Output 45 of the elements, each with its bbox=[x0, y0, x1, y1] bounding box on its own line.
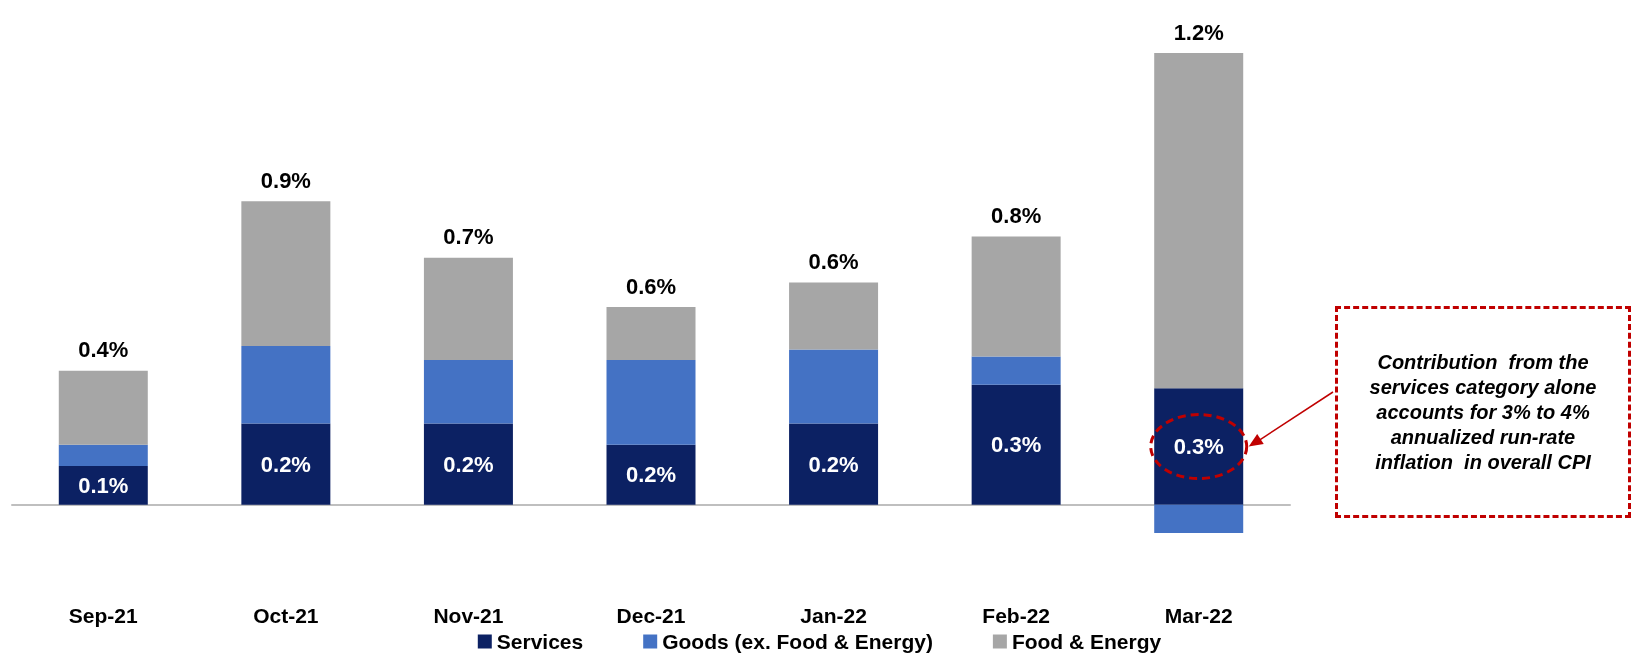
bar bbox=[1154, 388, 1244, 505]
data-label: 0.2% bbox=[443, 451, 494, 477]
data-label: 0.2% bbox=[808, 451, 859, 477]
bar bbox=[423, 423, 513, 505]
data-label: 0.2% bbox=[260, 451, 311, 477]
total-label: 0.6% bbox=[625, 273, 677, 299]
x-tick-label: Oct-21 bbox=[253, 604, 319, 627]
data-label: 0.3% bbox=[991, 432, 1042, 458]
legend-label: Services bbox=[496, 630, 584, 653]
bar bbox=[423, 360, 513, 424]
total-label: 0.4% bbox=[78, 337, 129, 363]
bar bbox=[789, 349, 879, 424]
bar bbox=[606, 444, 696, 505]
legend-label: Goods (ex. Food & Energy) bbox=[662, 630, 933, 653]
total-label: 0.9% bbox=[260, 167, 311, 193]
data-label: 0.2% bbox=[625, 462, 677, 488]
bar bbox=[606, 307, 696, 361]
x-tick-label: Feb-22 bbox=[982, 604, 1050, 627]
x-tick-label: Sep-21 bbox=[68, 604, 139, 627]
bar bbox=[1154, 504, 1244, 533]
bar bbox=[241, 345, 331, 424]
bar bbox=[1154, 53, 1244, 389]
total-label: 1.2% bbox=[1173, 19, 1224, 45]
bar bbox=[971, 236, 1061, 357]
bar bbox=[58, 370, 148, 445]
x-tick-label: Mar-22 bbox=[1164, 604, 1233, 627]
bar bbox=[789, 282, 879, 350]
bar bbox=[241, 201, 331, 346]
bar bbox=[789, 423, 879, 505]
legend-label: Food & Energy bbox=[1011, 630, 1162, 653]
bar bbox=[606, 360, 696, 445]
bar bbox=[58, 444, 148, 466]
x-tick-label: Nov-21 bbox=[433, 604, 504, 627]
bar bbox=[971, 356, 1061, 385]
x-tick-label: Dec-21 bbox=[616, 604, 686, 627]
data-label: 0.1% bbox=[78, 472, 129, 498]
data-label: 0.3% bbox=[1173, 434, 1224, 460]
bar bbox=[423, 257, 513, 361]
total-label: 0.8% bbox=[991, 203, 1042, 229]
bar bbox=[971, 384, 1061, 505]
x-tick-label: Jan-22 bbox=[800, 604, 867, 627]
text: Contribution from the services category alone accounts for 3% to 4% annualized run-rate inflation in overall CPI bbox=[1335, 306, 1631, 518]
total-label: 0.7% bbox=[443, 224, 494, 250]
bar bbox=[241, 423, 331, 505]
total-label: 0.6% bbox=[808, 248, 859, 274]
